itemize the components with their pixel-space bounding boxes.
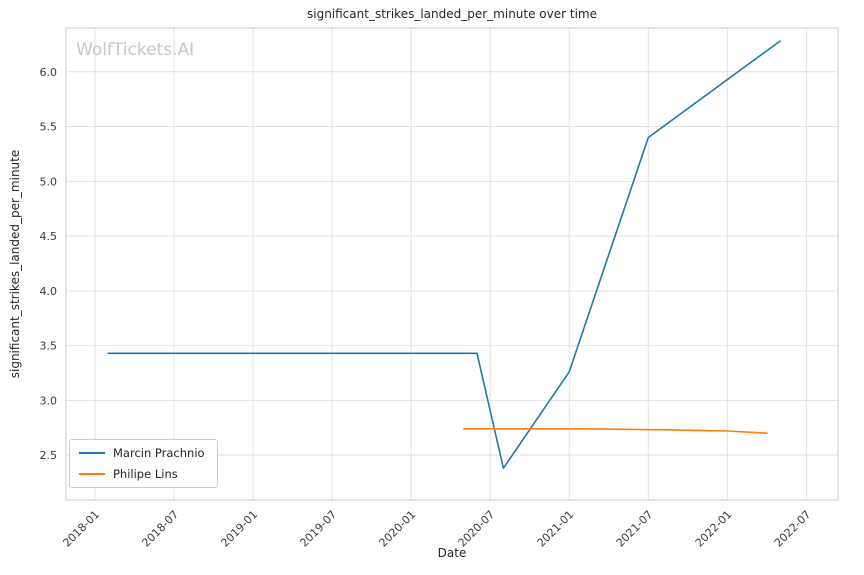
y-tick-label: 4.5 <box>40 230 58 243</box>
legend-label: Marcin Prachnio <box>113 446 205 460</box>
x-axis-label: Date <box>437 546 467 560</box>
x-tick-label: 2020-07 <box>456 508 498 550</box>
x-tick-label: 2022-07 <box>772 508 814 550</box>
legend-line-swatch <box>79 452 105 454</box>
y-tick-label: 6.0 <box>40 66 58 79</box>
x-tick-label: 2019-07 <box>298 508 340 550</box>
x-tick-label: 2020-01 <box>377 508 419 550</box>
legend: Marcin Prachnio Philipe Lins <box>69 439 218 488</box>
x-tick-label: 2018-01 <box>60 508 102 550</box>
y-axis-label: significant_strikes_landed_per_minute <box>8 149 22 379</box>
y-tick-label: 5.5 <box>40 121 58 134</box>
x-tick-label: 2021-07 <box>614 508 656 550</box>
series-line-philipe-lins <box>463 427 768 435</box>
y-tick-label: 5.0 <box>40 175 58 188</box>
legend-label: Philipe Lins <box>113 467 178 481</box>
y-tick-label: 4.0 <box>40 285 58 298</box>
y-tick-label: 2.5 <box>40 449 58 462</box>
x-tick-label: 2022-01 <box>693 508 735 550</box>
legend-item-philipe-lins: Philipe Lins <box>79 467 205 481</box>
plot-border <box>65 27 839 501</box>
x-tick-label: 2018-07 <box>139 508 181 550</box>
legend-line-swatch <box>79 473 105 475</box>
y-tick-label: 3.0 <box>40 394 58 407</box>
x-tick-label: 2019-01 <box>218 508 260 550</box>
x-tick-label: 2021-01 <box>535 508 577 550</box>
legend-item-marcin-prachnio: Marcin Prachnio <box>79 446 205 460</box>
plot-background <box>66 28 838 500</box>
watermark: WolfTickets.AI <box>76 40 195 60</box>
y-tick-label: 3.5 <box>40 340 58 353</box>
chart-title: significant_strikes_landed_per_minute ov… <box>306 7 597 21</box>
series-line-marcin-prachnio <box>107 40 781 470</box>
